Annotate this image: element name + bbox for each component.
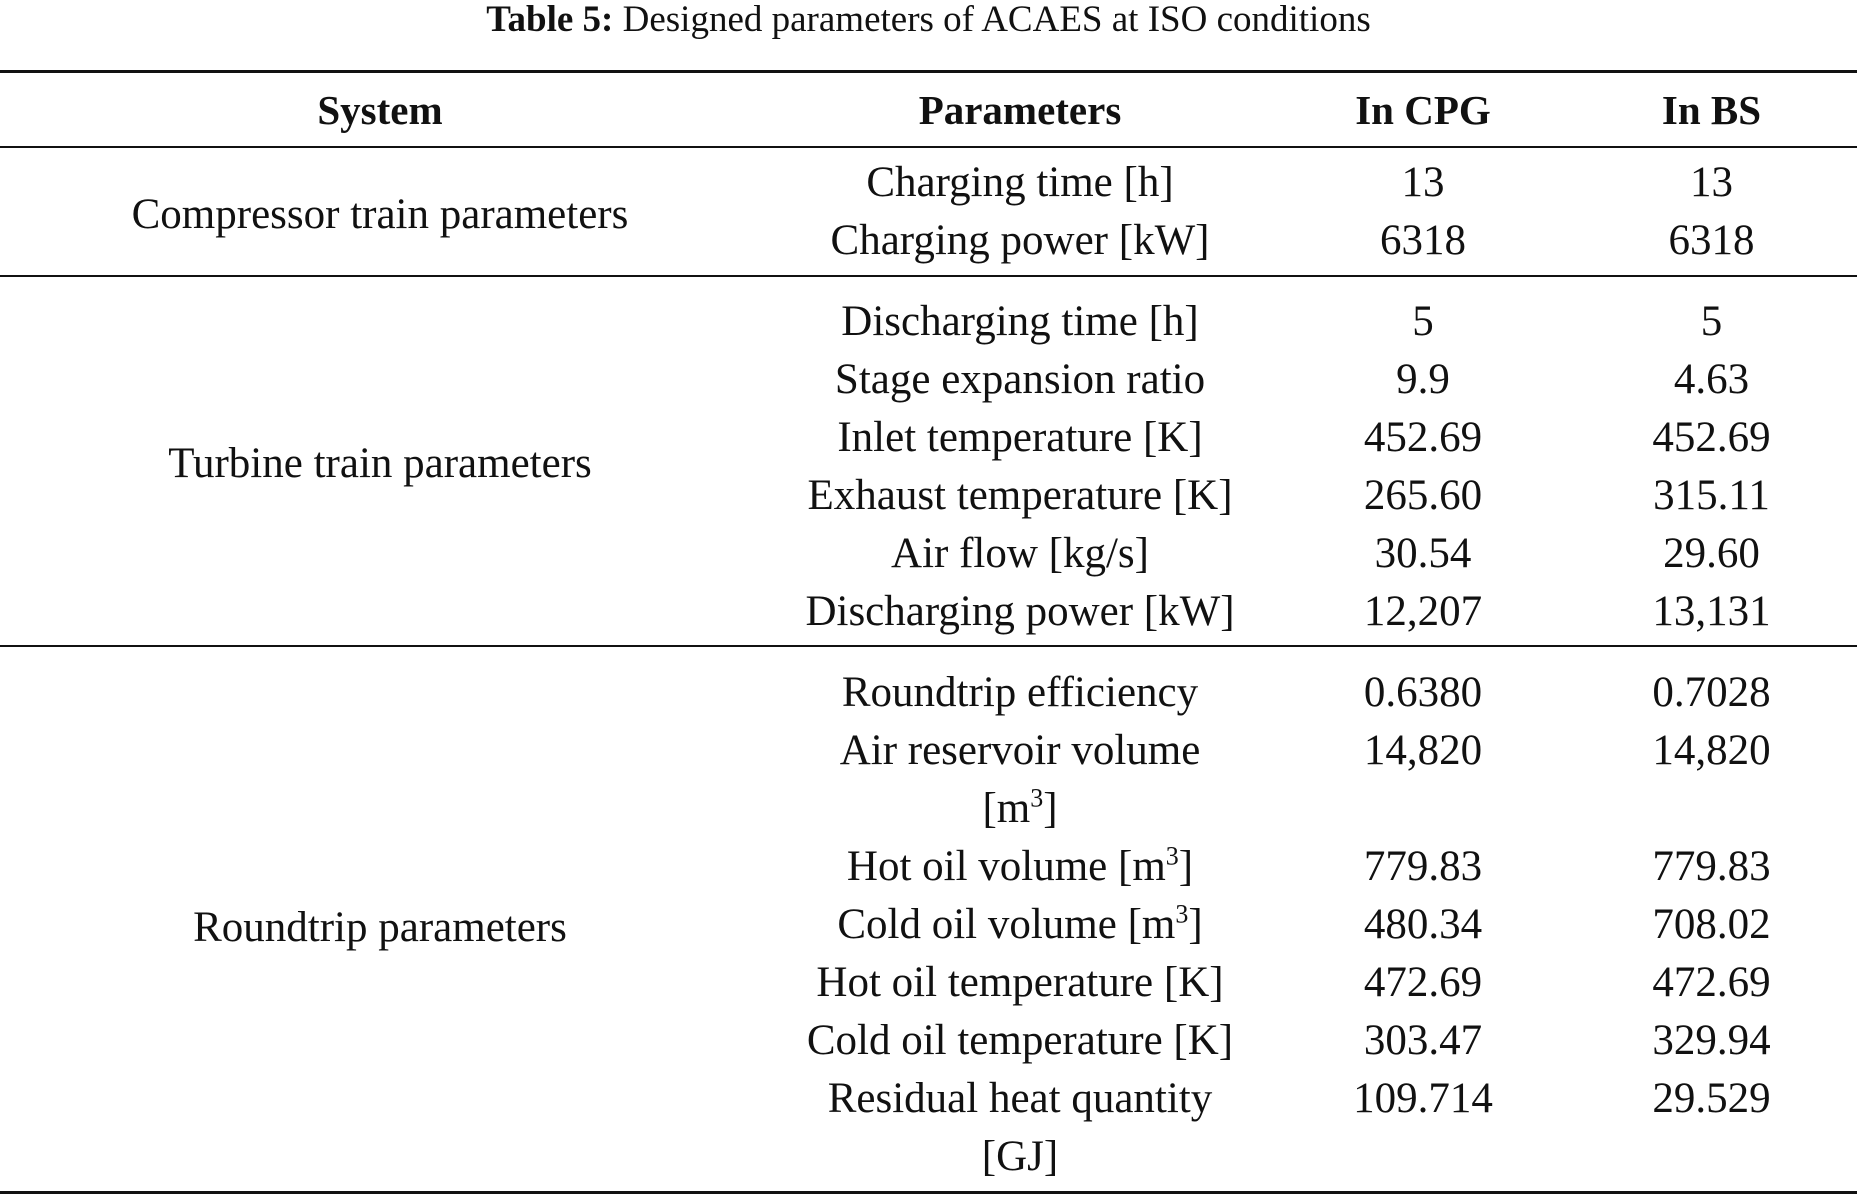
cpg-value-cell: 452.69 [1363, 414, 1483, 461]
table-row: Stage expansion ratio 9.9 4.63 [760, 351, 1857, 409]
top-rule [0, 70, 1857, 73]
cpg-value-cell: 472.69 [1363, 959, 1483, 1006]
group-rows: Roundtrip efficiency 0.6380 0.7028 Air r… [760, 664, 1857, 1186]
cpg-value-cell: 5 [1412, 298, 1434, 345]
cpg-value-cell: 30.54 [1374, 530, 1472, 577]
bs-value-cell: 5 [1700, 298, 1723, 345]
cpg-value-cell: 0.6380 [1363, 669, 1483, 716]
bs-value-cell: 779.83 [1652, 843, 1771, 890]
parameter-cell: Air reservoir volume [m3] [760, 722, 1280, 838]
parameter-cell: Roundtrip efficiency [841, 669, 1199, 716]
group-compressor-train: Compressor train parameters Charging tim… [0, 154, 1857, 275]
bs-value-cell: 0.7028 [1652, 669, 1771, 716]
parameter-cell: Residual heat quantity [GJ] [760, 1070, 1280, 1186]
table-row: Inlet temperature [K] 452.69 452.69 [760, 409, 1857, 467]
bs-value-cell: 4.63 [1673, 356, 1750, 403]
bs-value-cell: 708.02 [1652, 901, 1771, 948]
cpg-value-cell: 303.47 [1363, 1017, 1483, 1064]
bs-value-cell: 6318 [1668, 217, 1755, 264]
parameter-cell: Exhaust temperature [K] [807, 472, 1233, 519]
bs-value-cell: 452.69 [1652, 414, 1771, 461]
bottom-rule [0, 1191, 1857, 1194]
unit-close: ] [1043, 785, 1058, 832]
group-rows: Discharging time [h] 5 5 Stage expansion… [760, 293, 1857, 641]
table-row: Cold oil temperature [K] 303.47 329.94 [760, 1012, 1857, 1070]
group-turbine-train: Turbine train parameters Discharging tim… [0, 293, 1857, 645]
cpg-value-cell: 779.83 [1363, 843, 1483, 890]
bs-value-cell: 13,131 [1652, 588, 1771, 635]
unit-close: ] [1178, 843, 1194, 890]
header-rule [0, 146, 1857, 148]
header-system: System [317, 87, 443, 133]
bs-value-cell: 315.11 [1653, 472, 1770, 519]
table-row: Charging time [h] 13 13 [760, 154, 1857, 212]
parameter-cell: Air flow [kg/s] [891, 530, 1149, 577]
system-label: Roundtrip parameters [193, 904, 567, 951]
parameter-line: Residual heat quantity [827, 1075, 1213, 1122]
bs-value-cell: 13 [1690, 159, 1733, 206]
group-divider [0, 275, 1857, 277]
cpg-value-cell: 12,207 [1363, 588, 1483, 635]
table-row: Roundtrip efficiency 0.6380 0.7028 [760, 664, 1857, 722]
parameter-cell: Hot oil volume [m3] [760, 838, 1280, 896]
parameter-line: [GJ] [981, 1133, 1059, 1180]
header-parameters: Parameters [918, 87, 1122, 133]
parameter-cell: Cold oil volume [m3] [760, 896, 1280, 954]
unit-superscript: 3 [1165, 841, 1179, 871]
bs-value-cell: 472.69 [1652, 959, 1771, 1006]
parameter-cell: Inlet temperature [K] [837, 414, 1203, 461]
cpg-value-cell: 480.34 [1363, 901, 1483, 948]
header-in-bs: In BS [1661, 87, 1762, 133]
parameter-cell: Charging power [kW] [830, 217, 1210, 264]
system-label: Turbine train parameters [168, 439, 592, 487]
caption-label: Table 5: [486, 0, 614, 40]
parameter-cell: Discharging time [h] [841, 298, 1199, 345]
group-divider [0, 645, 1857, 647]
table-row: Air flow [kg/s] 30.54 29.60 [760, 525, 1857, 583]
parameter-line: [m3] [760, 780, 1280, 838]
table-row: Hot oil temperature [K] 472.69 472.69 [760, 954, 1857, 1012]
bs-value-cell: 14,820 [1652, 727, 1771, 774]
system-label: Compressor train parameters [131, 191, 629, 238]
table-caption: Table 5: Designed parameters of ACAES at… [0, 0, 1857, 44]
table-row: Residual heat quantity [GJ] 109.714 29.5… [760, 1070, 1857, 1186]
unit-close: ] [1188, 901, 1203, 948]
bs-value-cell: 29.60 [1663, 530, 1760, 577]
unit-superscript: 3 [1175, 899, 1189, 929]
cpg-value-cell: 13 [1401, 159, 1445, 206]
parameter-cell: Charging time [h] [866, 159, 1174, 206]
unit-text: [m [982, 785, 1031, 832]
table-row: Cold oil volume [m3] 480.34 708.02 [760, 896, 1857, 954]
header-in-cpg: In CPG [1355, 87, 1491, 133]
caption-text: Designed parameters of ACAES at ISO cond… [622, 0, 1371, 40]
table-row: Discharging time [h] 5 5 [760, 293, 1857, 351]
table-row: Discharging power [kW] 12,207 13,131 [760, 583, 1857, 641]
cpg-value-cell: 14,820 [1363, 727, 1483, 774]
cpg-value-cell: 9.9 [1396, 356, 1450, 403]
parameter-text: Cold oil volume [m [837, 901, 1176, 948]
table-row: Exhaust temperature [K] 265.60 315.11 [760, 467, 1857, 525]
bs-value-cell: 329.94 [1652, 1017, 1771, 1064]
cpg-value-cell: 109.714 [1353, 1075, 1493, 1122]
table-row: Charging power [kW] 6318 6318 [760, 212, 1857, 270]
group-rows: Charging time [h] 13 13 Charging power [… [760, 154, 1857, 270]
group-roundtrip: Roundtrip parameters Roundtrip efficienc… [0, 664, 1857, 1191]
parameter-line: Air reservoir volume [839, 727, 1201, 774]
parameter-cell: Cold oil temperature [K] [806, 1017, 1234, 1064]
parameter-cell: Discharging power [kW] [805, 588, 1235, 635]
parameter-text: Hot oil volume [m [846, 843, 1166, 890]
table-row: Hot oil volume [m3] 779.83 779.83 [760, 838, 1857, 896]
cpg-value-cell: 6318 [1380, 217, 1466, 264]
parameter-cell: Hot oil temperature [K] [816, 959, 1224, 1006]
unit-superscript: 3 [1030, 783, 1044, 813]
bs-value-cell: 29.529 [1652, 1075, 1771, 1122]
parameter-cell: Stage expansion ratio [834, 356, 1206, 403]
table-row: Air reservoir volume [m3] 14,820 14,820 [760, 722, 1857, 838]
cpg-value-cell: 265.60 [1363, 472, 1483, 519]
